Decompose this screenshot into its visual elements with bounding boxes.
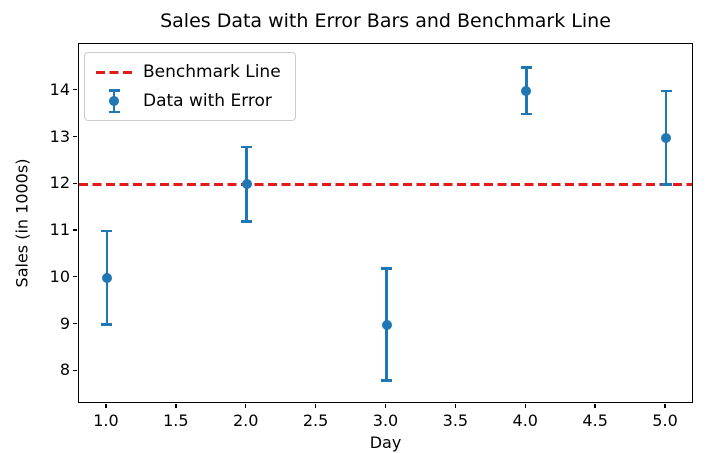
x-tick-label: 3.5 — [442, 411, 469, 430]
error-bar-cap-bottom — [520, 112, 532, 116]
x-tick-mark — [105, 404, 107, 408]
benchmark-line — [79, 182, 692, 186]
error-bar-cap-bottom — [101, 323, 113, 326]
y-tick-mark — [73, 135, 77, 138]
data-point-marker — [521, 85, 532, 96]
error-bar-cap-bottom — [241, 220, 253, 223]
x-tick-label: 1.0 — [93, 411, 119, 430]
y-tick-mark — [73, 276, 77, 278]
y-tick-mark — [73, 322, 77, 325]
y-tick-label: 10 — [49, 266, 70, 286]
chart-title: Sales Data with Error Bars and Benchmark… — [160, 10, 611, 32]
data-point-marker — [101, 272, 112, 283]
plot-area: Benchmark Line Data with Error — [78, 43, 693, 403]
y-tick-label: 12 — [49, 173, 70, 193]
x-tick-mark — [245, 404, 247, 408]
data-point-marker — [241, 179, 252, 190]
x-tick-mark — [384, 404, 387, 408]
error-bar-cap-top — [101, 229, 113, 233]
y-axis-label: Sales (in 1000s) — [12, 158, 32, 288]
y-tick-mark — [73, 229, 77, 231]
y-tick-mark — [73, 182, 77, 184]
x-tick-mark — [175, 404, 177, 408]
legend-item-data: Data with Error — [95, 89, 281, 113]
legend-label-benchmark: Benchmark Line — [143, 62, 281, 82]
x-tick-mark — [314, 404, 317, 408]
x-tick-label: 5.0 — [652, 411, 678, 430]
legend-item-benchmark: Benchmark Line — [95, 60, 281, 84]
x-tick-mark — [594, 404, 596, 408]
error-bar-cap-top — [660, 89, 672, 92]
error-bar-cap-bottom — [381, 379, 392, 382]
dashed-line-icon — [95, 60, 133, 84]
x-axis-label: Day — [369, 433, 402, 452]
y-tick-label: 9 — [59, 313, 70, 333]
x-tick-label: 2.5 — [302, 411, 329, 430]
error-bar-cap-bottom — [660, 183, 672, 186]
y-tick-mark — [73, 89, 77, 91]
y-tick-label: 11 — [49, 220, 70, 239]
x-tick-label: 3.0 — [372, 411, 399, 430]
x-tick-label: 4.0 — [512, 411, 538, 430]
legend: Benchmark Line Data with Error — [84, 52, 296, 121]
data-point-marker — [661, 132, 672, 143]
error-bar-cap-top — [241, 145, 253, 149]
errorbar-marker-icon — [95, 89, 133, 113]
error-bar-cap-top — [520, 66, 532, 69]
x-tick-mark — [664, 404, 666, 408]
x-tick-label: 1.5 — [163, 411, 189, 430]
x-tick-label: 2.0 — [232, 411, 259, 430]
error-bar-cap-top — [381, 267, 392, 270]
legend-label-data: Data with Error — [143, 91, 272, 111]
x-tick-mark — [454, 404, 457, 408]
y-tick-label: 13 — [49, 126, 70, 146]
x-tick-mark — [524, 404, 526, 408]
x-tick-label: 4.5 — [582, 411, 608, 430]
y-tick-label: 8 — [59, 360, 70, 380]
y-tick-label: 14 — [49, 79, 70, 99]
data-point-marker — [381, 319, 392, 330]
y-tick-mark — [73, 369, 77, 371]
